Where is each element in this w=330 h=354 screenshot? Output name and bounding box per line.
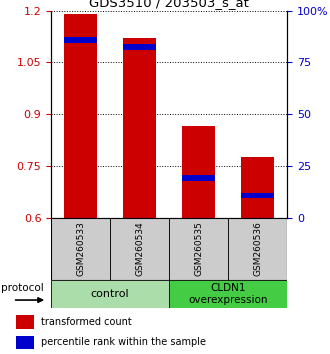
Text: CLDN1
overexpression: CLDN1 overexpression [188,283,268,305]
Bar [51,218,110,280]
Text: protocol: protocol [1,282,44,293]
Bar [182,126,215,218]
Bar [110,218,169,280]
Bar [169,218,228,280]
Text: GSM260536: GSM260536 [253,221,262,276]
Bar [123,38,156,218]
Bar [241,193,274,198]
Title: GDS3510 / 203503_s_at: GDS3510 / 203503_s_at [89,0,249,10]
Bar [64,37,97,43]
Bar [64,14,97,218]
Text: transformed count: transformed count [42,317,132,327]
Bar [16,315,34,329]
Text: GSM260534: GSM260534 [135,221,144,276]
Bar [228,218,287,280]
Bar [123,44,156,50]
Text: GSM260533: GSM260533 [76,221,85,276]
Bar [16,336,34,349]
Text: GSM260535: GSM260535 [194,221,203,276]
Text: control: control [91,289,129,299]
Bar [169,280,287,308]
Bar [182,175,215,181]
Bar [51,280,169,308]
Bar [241,157,274,218]
Text: percentile rank within the sample: percentile rank within the sample [42,337,207,348]
